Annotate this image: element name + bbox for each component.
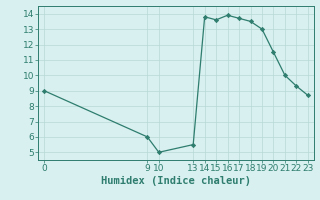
X-axis label: Humidex (Indice chaleur): Humidex (Indice chaleur) <box>101 176 251 186</box>
